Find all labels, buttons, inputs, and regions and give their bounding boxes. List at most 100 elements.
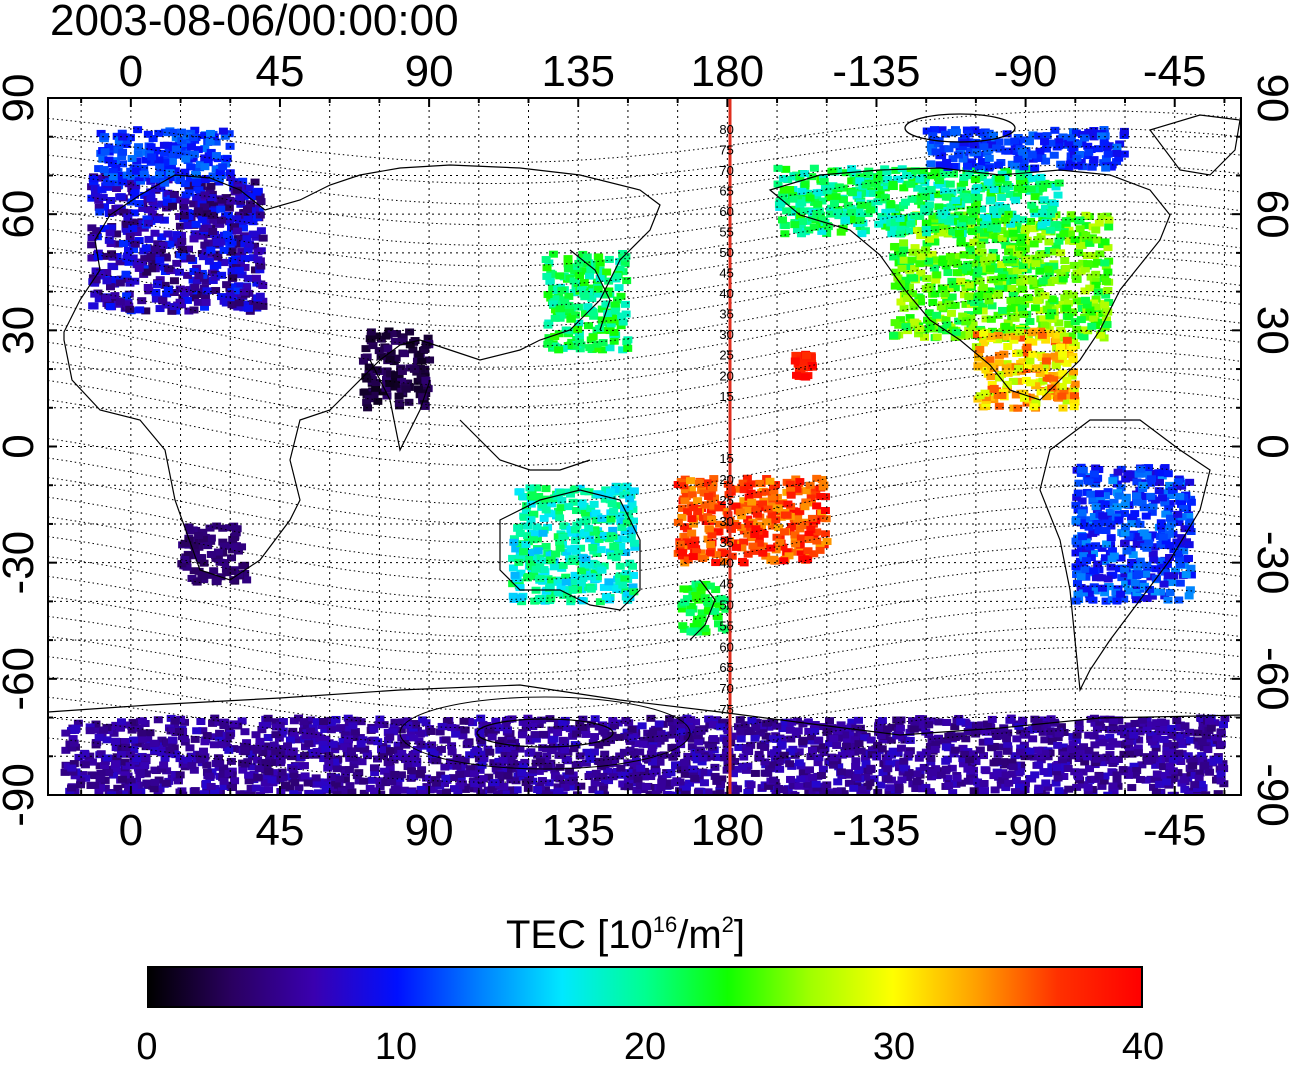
tec-cell [968, 321, 978, 329]
tec-cell [216, 205, 226, 213]
tec-cell [390, 337, 400, 345]
tec-cell [1174, 540, 1184, 548]
tec-cell [605, 344, 615, 352]
tec-cell [189, 200, 199, 208]
tec-cell [1045, 312, 1055, 320]
tec-cell [541, 256, 551, 264]
tec-cell [205, 524, 215, 532]
tec-cell [971, 199, 981, 207]
tec-cell [841, 210, 851, 218]
tec-cell [586, 585, 596, 593]
tec-cell [697, 615, 707, 623]
tec-cell [244, 184, 254, 192]
tec-cell [81, 774, 91, 782]
tec-cell [1003, 369, 1013, 377]
tec-cell [87, 224, 97, 232]
tec-cell [1013, 134, 1023, 142]
tec-cell [913, 184, 923, 192]
tec-cell [218, 163, 228, 171]
tec-cell [719, 550, 729, 558]
tec-cell [1059, 772, 1069, 780]
tec-cell [899, 239, 909, 247]
tec-cell [966, 252, 976, 260]
tec-cell [1015, 328, 1025, 336]
tec-cell [665, 715, 675, 723]
tec-cell [1130, 771, 1140, 779]
tec-cell [1026, 262, 1036, 270]
tec-cell [1035, 178, 1045, 186]
tec-cell [118, 160, 128, 168]
tec-cell [106, 224, 116, 232]
tec-cell [1100, 259, 1110, 267]
tec-cell [638, 740, 648, 748]
tec-cell [146, 194, 156, 202]
tec-cell [253, 256, 263, 264]
tec-cell [1101, 155, 1111, 163]
tec-cell [228, 274, 238, 282]
tec-cell [689, 541, 699, 549]
tec-cell [753, 491, 763, 499]
tec-cell [754, 539, 764, 547]
tec-cell [994, 174, 1004, 182]
tec-cell [162, 290, 172, 298]
tec-cell [359, 789, 369, 795]
tec-cell [1026, 379, 1036, 387]
tec-cell [563, 311, 573, 319]
tec-cell [959, 139, 969, 147]
tec-cell [924, 721, 934, 729]
tec-cell [700, 624, 710, 632]
tec-cell [125, 305, 135, 313]
tec-cell [255, 193, 265, 201]
tec-cell [643, 729, 653, 737]
tec-cell [805, 194, 815, 202]
tec-cell [255, 266, 265, 274]
tec-cell [599, 583, 609, 591]
tec-cell [220, 559, 230, 567]
tec-cell [1047, 763, 1057, 771]
tec-cell [612, 272, 622, 280]
tec-cell [582, 253, 592, 261]
tec-cell [1071, 563, 1081, 571]
tec-cell [920, 333, 930, 341]
tec-cell [949, 750, 959, 758]
tec-cell [186, 163, 196, 171]
tec-cell [445, 762, 455, 770]
tec-cell [1160, 568, 1170, 576]
tec-cell [1081, 565, 1091, 573]
tec-cell [1103, 308, 1113, 316]
tec-cell [852, 781, 862, 789]
tec-cell [931, 148, 941, 156]
tec-cell [890, 282, 900, 290]
tec-cell [224, 725, 234, 733]
tec-cell [1167, 579, 1177, 587]
tec-cell [959, 251, 969, 259]
tec-cell [208, 733, 218, 741]
tec-cell [675, 787, 685, 795]
tec-cell [179, 252, 189, 260]
tec-cell [1062, 359, 1072, 367]
tec-cell [527, 496, 537, 504]
tec-cell [1106, 563, 1116, 571]
tec-cell [170, 721, 180, 729]
tec-cell [104, 156, 114, 164]
tec-cell [1149, 783, 1159, 791]
tec-cell [959, 179, 969, 187]
tec-cell [555, 538, 565, 546]
tec-cell [190, 230, 200, 238]
tec-cell [1069, 261, 1079, 269]
tec-cell [920, 204, 930, 212]
tec-cell [963, 267, 973, 275]
tec-cell [990, 263, 1000, 271]
tec-cell [1016, 359, 1026, 367]
tec-cell [942, 321, 952, 329]
tec-cell [1043, 215, 1053, 223]
tec-cell [795, 478, 805, 486]
tec-cell [1028, 131, 1038, 139]
tec-cell [778, 543, 788, 551]
tec-cell [1053, 331, 1063, 339]
tec-cell [874, 186, 884, 194]
tec-cell [1102, 540, 1112, 548]
tec-cell [202, 287, 212, 295]
tec-cell [1040, 138, 1050, 146]
tec-cell [1081, 211, 1091, 219]
